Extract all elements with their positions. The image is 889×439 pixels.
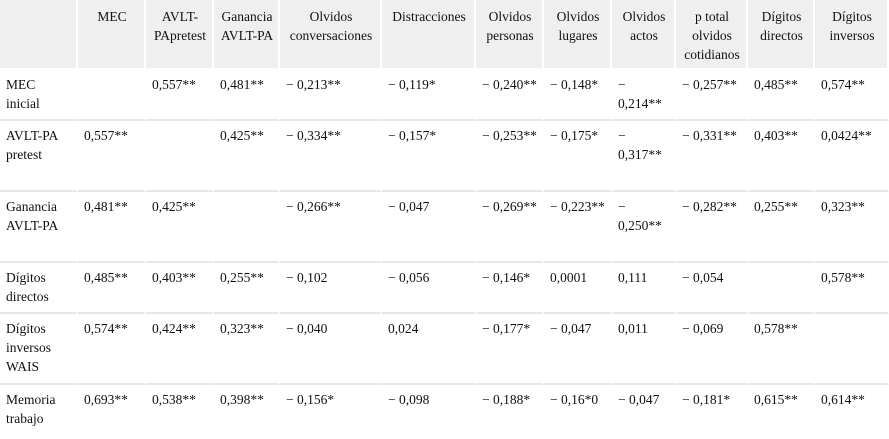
cell: − 0,177*: [476, 314, 544, 385]
row-header: MEC inicial: [0, 70, 78, 121]
cell: − 0,257**: [676, 70, 748, 121]
cell: 0,0424**: [815, 121, 889, 192]
cell: 0,024: [382, 314, 476, 385]
cell: − 0,056: [382, 263, 476, 314]
header-row: MEC AVLT-PApretest Ganancia AVLT-PA Olvidos…: [0, 0, 889, 70]
cell: [214, 192, 280, 263]
cell: − 0,175*: [544, 121, 612, 192]
cell: − 0,250**: [612, 192, 676, 263]
cell: 0,574**: [815, 70, 889, 121]
row-header: Memoria trabajo: [0, 385, 78, 439]
column-header: Olvidos actos: [612, 0, 676, 70]
cell: 0,485**: [78, 263, 146, 314]
cell: 0,614**: [815, 385, 889, 439]
cell: [78, 70, 146, 121]
column-header: Dígitos directos: [748, 0, 815, 70]
cell: − 0,157*: [382, 121, 476, 192]
cell: 0,403**: [146, 263, 214, 314]
column-header: Ganancia AVLT-PA: [214, 0, 280, 70]
cell: − 0,047: [382, 192, 476, 263]
cell: 0,481**: [78, 192, 146, 263]
cell: 0,538**: [146, 385, 214, 439]
cell: 0,557**: [146, 70, 214, 121]
column-header: Olvidos conversaciones: [280, 0, 382, 70]
cell: − 0,054: [676, 263, 748, 314]
cell: − 0,047: [544, 314, 612, 385]
cell: − 0,146*: [476, 263, 544, 314]
cell: [815, 314, 889, 385]
cell: [748, 263, 815, 314]
cell: − 0,16*0: [544, 385, 612, 439]
row-header: Dígitos directos: [0, 263, 78, 314]
cell: − 0,156*: [280, 385, 382, 439]
cell: − 0,317**: [612, 121, 676, 192]
cell: − 0,213**: [280, 70, 382, 121]
cell: 0,424**: [146, 314, 214, 385]
cell: 0,323**: [214, 314, 280, 385]
cell: 0,578**: [815, 263, 889, 314]
table-row: AVLT-PA pretest 0,557** 0,425** − 0,334** − …: [0, 121, 889, 192]
cell: 0,323**: [815, 192, 889, 263]
cell: − 0,334**: [280, 121, 382, 192]
cell: [146, 121, 214, 192]
cell: − 0,223**: [544, 192, 612, 263]
cell: − 0,098: [382, 385, 476, 439]
column-header: p total olvidos cotidianos: [676, 0, 748, 70]
cell: 0,557**: [78, 121, 146, 192]
cell: − 0,119*: [382, 70, 476, 121]
column-header: Olvidos personas: [476, 0, 544, 70]
column-header: AVLT-PApretest: [146, 0, 214, 70]
cell: − 0,188*: [476, 385, 544, 439]
cell: 0,425**: [214, 121, 280, 192]
cell: − 0,040: [280, 314, 382, 385]
cell: − 0,047: [612, 385, 676, 439]
cell: − 0,102: [280, 263, 382, 314]
cell: − 0,069: [676, 314, 748, 385]
cell: 0,0001: [544, 263, 612, 314]
cell: 0,578**: [748, 314, 815, 385]
row-header: Dígitos inversos WAIS: [0, 314, 78, 385]
column-header: Distracciones: [382, 0, 476, 70]
cell: 0,011: [612, 314, 676, 385]
cell: − 0,148*: [544, 70, 612, 121]
cell: 0,403**: [748, 121, 815, 192]
cell: 0,398**: [214, 385, 280, 439]
cell: − 0,214**: [612, 70, 676, 121]
cell: − 0,266**: [280, 192, 382, 263]
cell: − 0,253**: [476, 121, 544, 192]
cell: − 0,331**: [676, 121, 748, 192]
cell: 0,111: [612, 263, 676, 314]
row-header: AVLT-PA pretest: [0, 121, 78, 192]
cell: 0,574**: [78, 314, 146, 385]
cell: 0,425**: [146, 192, 214, 263]
corner-cell: [0, 0, 78, 70]
table-row: MEC inicial 0,557** 0,481** − 0,213** − 0,11…: [0, 70, 889, 121]
table-row: Dígitos directos 0,485** 0,403** 0,255** − 0…: [0, 263, 889, 314]
cell: − 0,240**: [476, 70, 544, 121]
cell: 0,693**: [78, 385, 146, 439]
cell: − 0,181*: [676, 385, 748, 439]
row-header: Ganancia AVLT-PA: [0, 192, 78, 263]
table-row: Dígitos inversos WAIS 0,574** 0,424** 0,323…: [0, 314, 889, 385]
column-header: MEC: [78, 0, 146, 70]
cell: 0,481**: [214, 70, 280, 121]
cell: 0,615**: [748, 385, 815, 439]
cell: − 0,269**: [476, 192, 544, 263]
table-row: Ganancia AVLT-PA 0,481** 0,425** − 0,266** −…: [0, 192, 889, 263]
cell: 0,255**: [214, 263, 280, 314]
column-header: Dígitos inversos: [815, 0, 889, 70]
cell: 0,255**: [748, 192, 815, 263]
cell: − 0,282**: [676, 192, 748, 263]
table-row: Memoria trabajo 0,693** 0,538** 0,398** − 0,…: [0, 385, 889, 439]
cell: 0,485**: [748, 70, 815, 121]
column-header: Olvidos lugares: [544, 0, 612, 70]
